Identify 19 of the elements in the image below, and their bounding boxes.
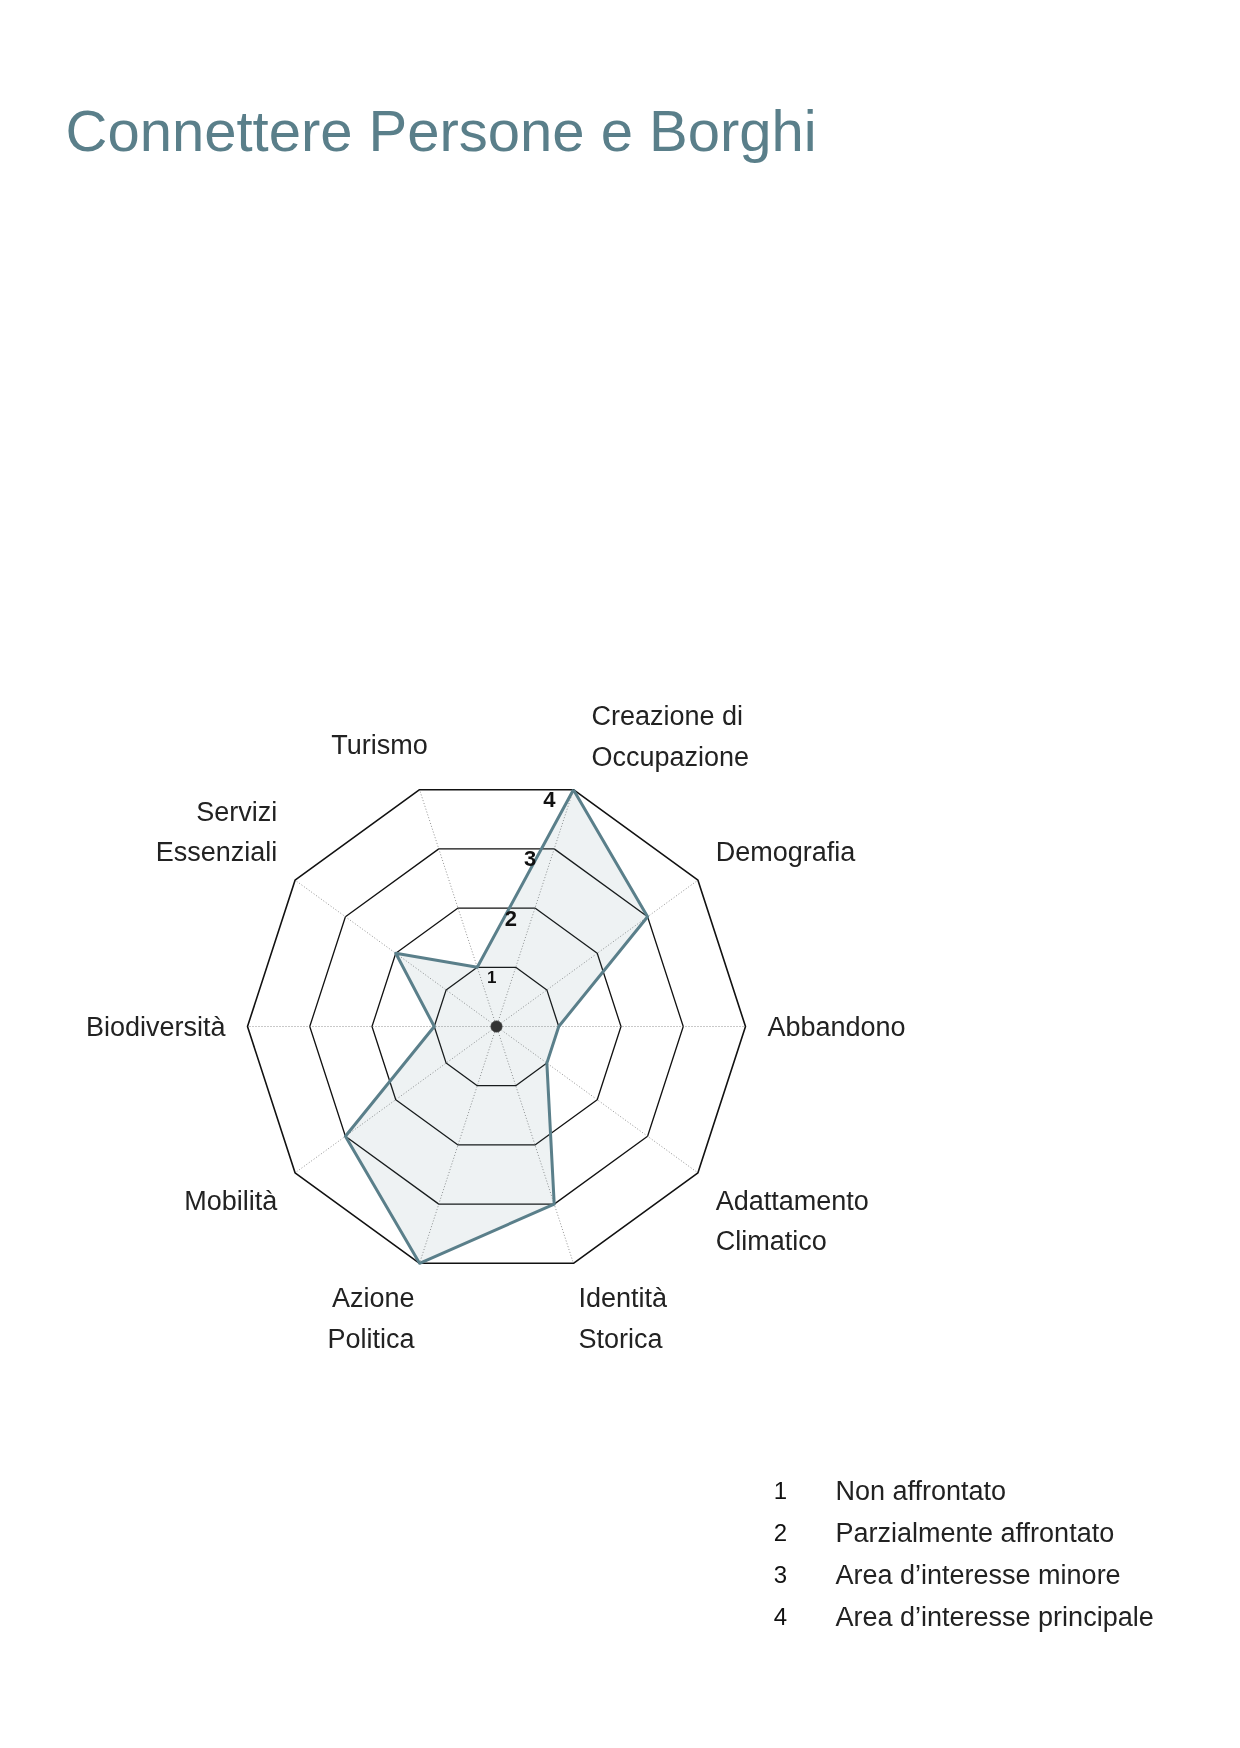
y-tick-label: 1 bbox=[487, 968, 497, 988]
text: 4 Area d’interesse principale bbox=[773, 1601, 1154, 1632]
y-tick-label: 2 bbox=[504, 905, 518, 931]
spoke-label: Demografia bbox=[715, 837, 857, 868]
spoke-label: Identità Storica bbox=[578, 1283, 668, 1354]
spoke-label: Mobilità bbox=[184, 1185, 279, 1216]
spoke-label: Biodiversità bbox=[85, 1011, 227, 1042]
spoke-label: Adattamento Climatico bbox=[715, 1185, 869, 1257]
text: 1 Non affrontato bbox=[773, 1475, 1007, 1506]
y-tick-label: 4 bbox=[543, 787, 557, 813]
spoke-label: Servizi Essenziali bbox=[155, 796, 278, 868]
text: 2 Parzialmente affrontato bbox=[773, 1517, 1115, 1548]
text: 3 Area d’interesse minore bbox=[773, 1559, 1121, 1590]
spoke-label: Turismo bbox=[331, 729, 428, 760]
spoke-label: Azione Politica bbox=[327, 1283, 416, 1354]
spoke-label: Abbandono bbox=[767, 1011, 906, 1042]
spoke-label: Creazione di Occupazione bbox=[591, 701, 750, 772]
y-tick-label: 3 bbox=[524, 846, 537, 872]
chart-title: Connettere Persone e Borghi bbox=[65, 98, 817, 163]
